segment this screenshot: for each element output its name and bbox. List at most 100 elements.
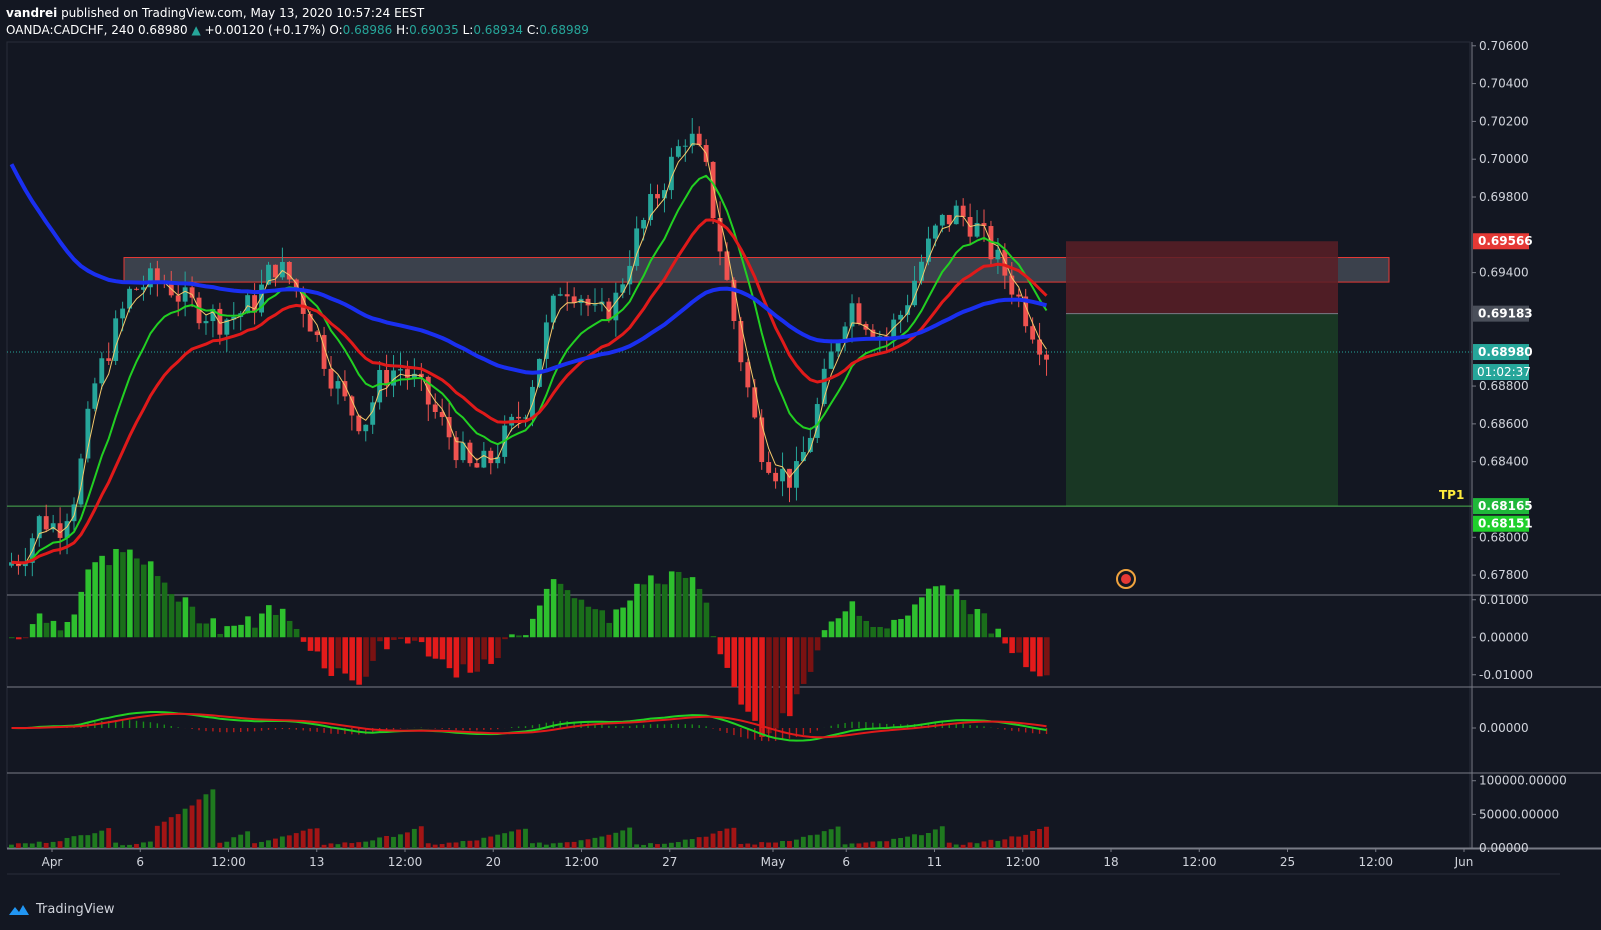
- osc-bar: [113, 548, 119, 638]
- osc-bar: [655, 583, 661, 638]
- macd-panel[interactable]: [11, 711, 1048, 742]
- candle-body: [856, 303, 862, 324]
- ma-green-line: [11, 174, 1048, 564]
- time-tick-label: 12:00: [388, 855, 423, 869]
- price-tick-label: 0.68000: [1479, 530, 1529, 544]
- candle-body: [724, 251, 730, 280]
- candle-body: [641, 220, 647, 229]
- volume-bar: [300, 830, 306, 848]
- volume-panel[interactable]: [9, 789, 1049, 848]
- oscillator-panel[interactable]: [9, 548, 1050, 737]
- osc-bar: [780, 637, 786, 714]
- symbol-info-line: OANDA:CADCHF, 240 0.68980 ▲ +0.00120 (+0…: [6, 22, 589, 38]
- ma-fast-line: [11, 143, 1047, 565]
- osc-bar: [92, 562, 98, 638]
- candle-body: [1002, 249, 1008, 276]
- osc-bar: [939, 585, 946, 638]
- osc-bar: [50, 620, 57, 638]
- volume-bar: [974, 843, 980, 848]
- time-tick-label: 12:00: [1182, 855, 1217, 869]
- osc-bar: [272, 614, 279, 638]
- volume-bar: [99, 830, 105, 848]
- candle-body: [356, 415, 362, 432]
- osc-bar: [599, 610, 606, 638]
- volume-bar: [238, 834, 244, 848]
- osc-bar: [154, 576, 161, 638]
- symbol-label[interactable]: OANDA:CADCHF, 240: [6, 23, 135, 37]
- osc-bar: [891, 619, 897, 638]
- candle-body: [849, 303, 855, 327]
- candle-body: [398, 369, 403, 371]
- osc-bar: [147, 561, 154, 638]
- price-label-text: 0.69566: [1478, 234, 1533, 248]
- volume-bar: [92, 833, 98, 848]
- candle-body: [1030, 326, 1036, 340]
- volume-bar: [43, 842, 49, 848]
- candle-body: [134, 288, 139, 290]
- price-tick-label: 0.68400: [1479, 455, 1529, 469]
- candle-body: [175, 295, 181, 302]
- open-label: O:: [329, 23, 343, 37]
- volume-bar: [523, 828, 528, 848]
- candle-body: [571, 296, 577, 304]
- candle-body: [800, 451, 806, 462]
- osc-bar: [398, 637, 404, 640]
- candle-body: [446, 417, 452, 438]
- volume-bar: [703, 836, 709, 848]
- osc-bar: [349, 637, 355, 681]
- candle-body: [905, 305, 911, 315]
- osc-bar: [78, 591, 85, 638]
- volume-bar: [661, 843, 667, 848]
- price-tick-label: 0.70400: [1479, 77, 1529, 91]
- volume-bar: [64, 837, 70, 848]
- volume-bar: [731, 827, 737, 848]
- osc-bar: [564, 590, 571, 638]
- osc-bar: [460, 637, 467, 665]
- time-tick-label: 18: [1103, 855, 1118, 869]
- osc-bar: [168, 594, 175, 638]
- candle-body: [252, 295, 258, 313]
- osc-bar: [571, 598, 578, 638]
- candle-body: [710, 161, 716, 218]
- candle-body: [349, 396, 355, 416]
- volume-bar: [891, 838, 897, 848]
- candle-body: [898, 314, 904, 320]
- close-label: C:: [526, 23, 540, 37]
- candle-body: [36, 516, 42, 539]
- volume-bar: [404, 832, 410, 848]
- volume-bar: [502, 833, 508, 848]
- osc-bar: [787, 637, 793, 717]
- osc-bar: [335, 637, 342, 669]
- volume-bar: [140, 842, 146, 848]
- volume-bar: [939, 826, 945, 848]
- volume-bar: [196, 799, 202, 848]
- price-panel[interactable]: TP1: [7, 118, 1472, 589]
- candle-body: [620, 284, 626, 293]
- volume-bar: [1002, 839, 1008, 848]
- tp-label: TP1: [1439, 488, 1464, 502]
- osc-bar: [724, 637, 731, 668]
- osc-bar: [71, 614, 78, 638]
- osc-bar: [1023, 637, 1029, 668]
- osc-bar: [140, 564, 147, 638]
- volume-bar: [738, 843, 744, 848]
- osc-bar: [509, 634, 515, 638]
- osc-bar: [446, 637, 453, 669]
- author-name[interactable]: vandrei: [6, 6, 58, 20]
- price-tick-label: 0.69800: [1479, 190, 1529, 204]
- take-profit-zone: [1066, 313, 1338, 507]
- candle-body: [307, 313, 313, 332]
- volume-bar: [307, 828, 313, 848]
- macd-tick-label: 0.00000: [1479, 721, 1529, 735]
- candle-body: [662, 190, 667, 199]
- time-tick-label: 25: [1280, 855, 1295, 869]
- volume-bar: [905, 836, 910, 848]
- volume-bar: [259, 841, 264, 848]
- volume-bar: [842, 844, 848, 848]
- candle-body: [460, 442, 466, 461]
- volume-bar: [599, 836, 605, 848]
- price-tick-label: 0.69400: [1479, 266, 1529, 280]
- volume-bar: [780, 840, 785, 848]
- footer-brand[interactable]: TradingView: [8, 902, 115, 917]
